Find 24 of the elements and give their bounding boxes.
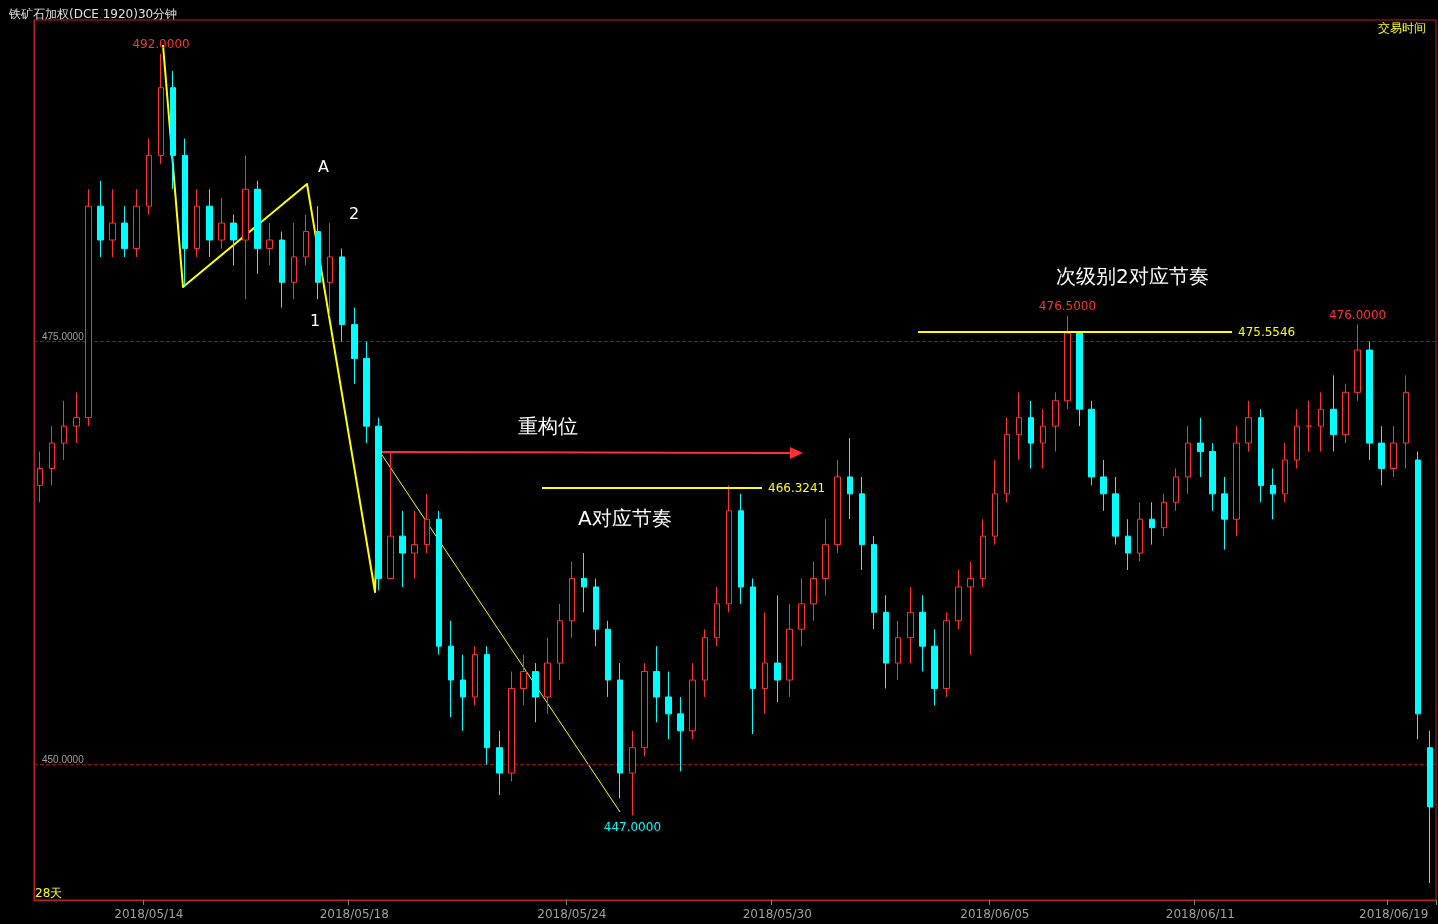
annotation: 交易时间 (1378, 21, 1426, 35)
x-tick-label: 2018/05/30 (742, 907, 812, 921)
annotation: 1 (310, 311, 321, 330)
annotation: 次级别2对应节奏 (1056, 264, 1209, 288)
annotation: 476.0000 (1328, 307, 1387, 322)
x-tick-label: 2018/05/14 (114, 907, 184, 921)
annotation: 476.5000 (1038, 299, 1097, 314)
x-tick-label: 2018/05/18 (319, 907, 389, 921)
annotation: 492.0000 (132, 36, 190, 51)
x-tick-label: 2018/06/05 (960, 907, 1030, 921)
x-tick-label: 2018/06/19 (1359, 907, 1429, 921)
annotation: 重构位 (518, 414, 578, 438)
y-tick-label: 450.0000 (42, 754, 85, 766)
y-tick-label: 475.0000 (42, 331, 85, 343)
ref-line-label: 466.3241 (768, 481, 826, 496)
annotation: 28天 (35, 886, 63, 900)
annotation: 2 (349, 204, 360, 223)
x-tick-label: 2018/06/11 (1165, 907, 1235, 921)
annotation: A对应节奏 (578, 506, 672, 530)
ref-line-label: 475.5546 (1238, 325, 1296, 340)
annotation: A (318, 157, 329, 176)
x-tick-label: 2018/05/24 (537, 907, 607, 921)
annotation: 447.0000 (603, 820, 662, 835)
chart-title: 铁矿石加权(DCE 1920)30分钟 (8, 7, 178, 21)
